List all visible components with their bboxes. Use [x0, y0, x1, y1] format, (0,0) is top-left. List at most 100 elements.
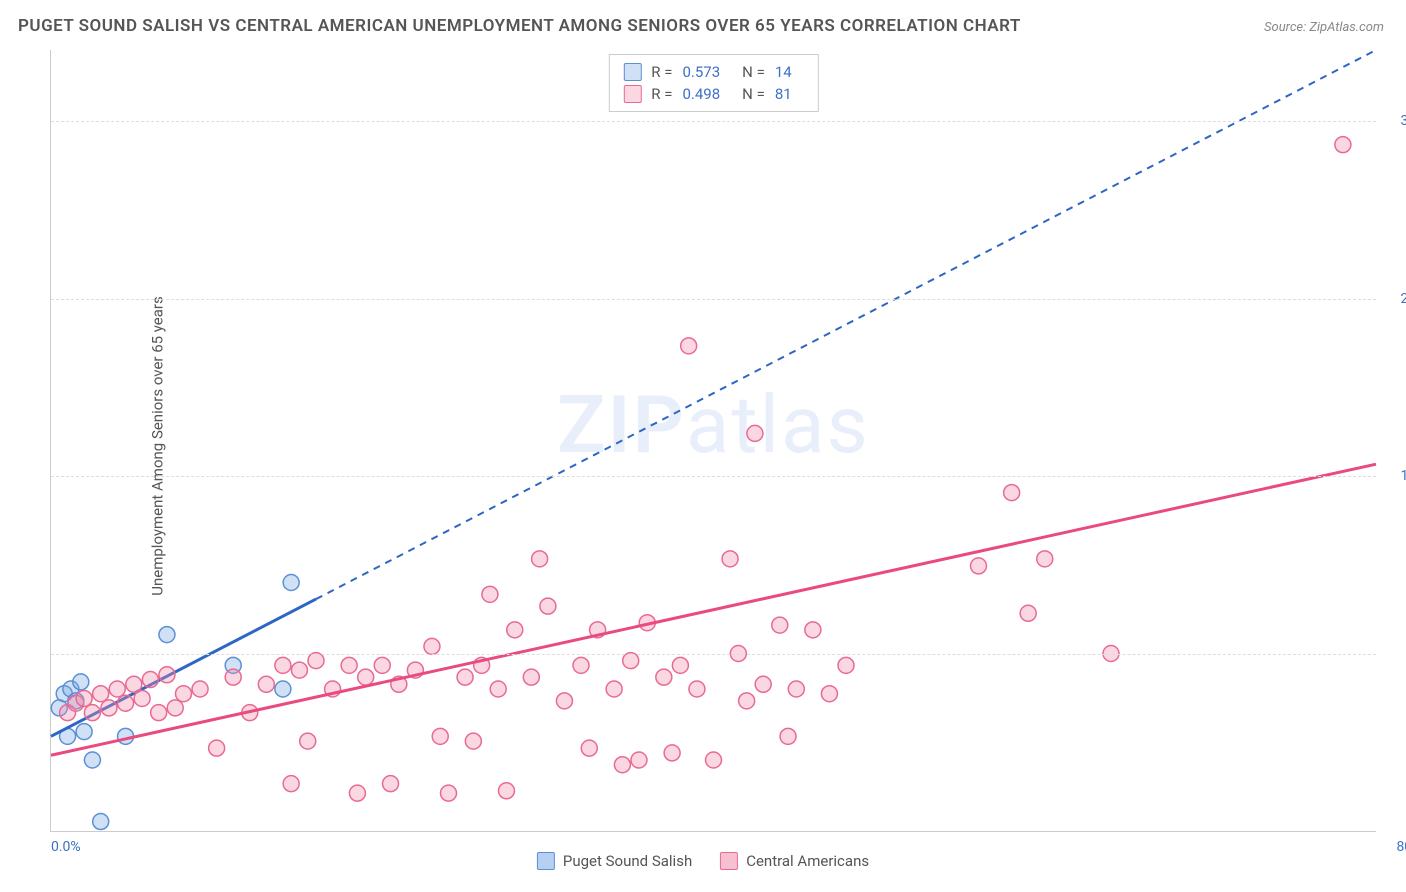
data-point — [275, 681, 291, 697]
data-point — [755, 676, 771, 692]
legend-item: Puget Sound Salish — [537, 852, 692, 870]
data-point — [689, 681, 705, 697]
data-point — [283, 776, 299, 792]
data-point — [126, 676, 142, 692]
swatch-icon — [623, 63, 641, 81]
data-point — [523, 669, 539, 685]
data-point — [258, 676, 274, 692]
data-point — [209, 740, 225, 756]
data-point — [432, 728, 448, 744]
y-tick-label: 22.5% — [1383, 291, 1406, 307]
x-tick-max: 80.0% — [1396, 839, 1406, 855]
data-point — [821, 686, 837, 702]
data-point — [556, 693, 572, 709]
data-point — [134, 690, 150, 706]
series-legend: Puget Sound Salish Central Americans — [537, 852, 869, 870]
data-point — [142, 672, 158, 688]
data-point — [507, 622, 523, 638]
data-point — [225, 669, 241, 685]
grid-line — [51, 121, 1376, 122]
data-point — [581, 740, 597, 756]
data-point — [971, 558, 987, 574]
data-point — [283, 575, 299, 591]
data-point — [631, 752, 647, 768]
data-point — [482, 586, 498, 602]
data-point — [1004, 485, 1020, 501]
swatch-icon — [623, 85, 641, 103]
data-point — [1037, 551, 1053, 567]
data-point — [614, 757, 630, 773]
swatch-icon — [720, 852, 738, 870]
chart-title: PUGET SOUND SALISH VS CENTRAL AMERICAN U… — [18, 16, 1021, 36]
data-point — [159, 627, 175, 643]
data-point — [573, 657, 589, 673]
data-point — [374, 657, 390, 673]
data-point — [358, 669, 374, 685]
data-point — [349, 785, 365, 801]
data-point — [76, 724, 92, 740]
data-point — [805, 622, 821, 638]
data-point — [739, 693, 755, 709]
x-tick-min: 0.0% — [51, 839, 81, 855]
data-point — [606, 681, 622, 697]
data-point — [1020, 605, 1036, 621]
data-point — [93, 686, 109, 702]
stats-row-series-1: R = 0.573 N = 14 — [623, 61, 803, 83]
data-point — [73, 674, 89, 690]
data-point — [275, 657, 291, 673]
data-point — [780, 728, 796, 744]
swatch-icon — [537, 852, 555, 870]
data-point — [176, 686, 192, 702]
data-point — [308, 653, 324, 669]
data-point — [623, 653, 639, 669]
data-point — [457, 669, 473, 685]
data-point — [772, 617, 788, 633]
data-point — [84, 752, 100, 768]
grid-line — [51, 654, 1376, 655]
data-point — [424, 638, 440, 654]
correlation-chart: PUGET SOUND SALISH VS CENTRAL AMERICAN U… — [0, 0, 1406, 892]
data-point — [167, 700, 183, 716]
data-point — [76, 690, 92, 706]
data-point — [532, 551, 548, 567]
legend-label: Puget Sound Salish — [563, 852, 692, 870]
data-point — [465, 733, 481, 749]
y-tick-label: 7.5% — [1383, 646, 1406, 662]
data-point — [838, 657, 854, 673]
data-point — [788, 681, 804, 697]
data-point — [656, 669, 672, 685]
data-point — [291, 662, 307, 678]
data-point — [151, 705, 167, 721]
data-point — [498, 783, 514, 799]
stats-row-series-2: R = 0.498 N = 81 — [623, 83, 803, 105]
data-point — [681, 338, 697, 354]
data-point — [706, 752, 722, 768]
data-point — [192, 681, 208, 697]
data-point — [441, 785, 457, 801]
data-point — [341, 657, 357, 673]
data-point — [664, 745, 680, 761]
data-point — [383, 776, 399, 792]
data-point — [672, 657, 688, 673]
data-point — [722, 551, 738, 567]
trend-line-dashed — [316, 50, 1376, 599]
plot-area: ZIPatlas R = 0.573 N = 14 R = 0.498 N = … — [50, 50, 1376, 832]
data-point — [490, 681, 506, 697]
grid-line — [51, 299, 1376, 300]
data-point — [540, 598, 556, 614]
data-point — [109, 681, 125, 697]
data-point — [1335, 137, 1351, 153]
correlation-stats-box: R = 0.573 N = 14 R = 0.498 N = 81 — [608, 54, 818, 112]
data-point — [93, 814, 109, 830]
scatter-svg — [51, 50, 1376, 831]
y-tick-label: 15.0% — [1383, 468, 1406, 484]
data-point — [300, 733, 316, 749]
data-point — [118, 695, 134, 711]
trend-line — [51, 464, 1376, 755]
y-tick-label: 30.0% — [1383, 113, 1406, 129]
data-point — [101, 700, 117, 716]
legend-item: Central Americans — [720, 852, 869, 870]
legend-label: Central Americans — [746, 852, 869, 870]
data-point — [159, 667, 175, 683]
grid-line — [51, 476, 1376, 477]
